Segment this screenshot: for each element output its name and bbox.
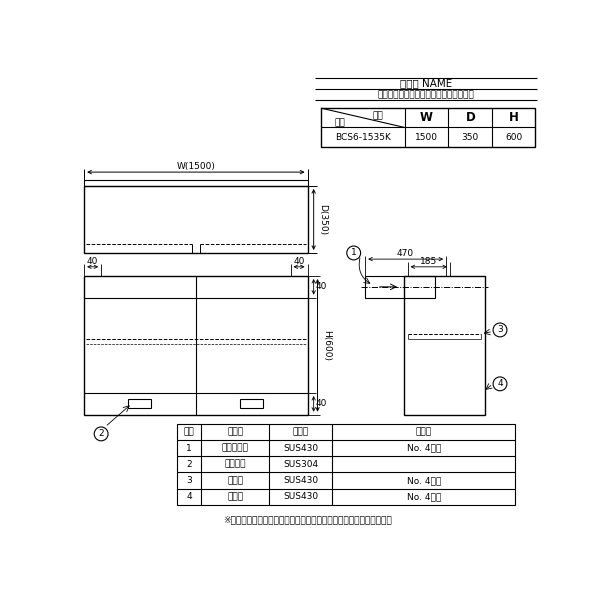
Bar — [84, 186, 308, 253]
Text: 品　名 NAME: 品 名 NAME — [400, 79, 452, 89]
Text: 185: 185 — [420, 257, 437, 266]
Text: 4: 4 — [186, 492, 192, 501]
Text: 引戸取手: 引戸取手 — [224, 460, 246, 469]
Bar — [84, 180, 308, 186]
Text: 40: 40 — [293, 257, 305, 266]
Text: 備　考: 備 考 — [416, 427, 432, 436]
Text: 1: 1 — [351, 248, 356, 257]
Text: 40: 40 — [87, 257, 98, 266]
Text: 本　体: 本 体 — [227, 492, 243, 501]
Text: No. 4仕上: No. 4仕上 — [407, 443, 441, 452]
Text: SUS430: SUS430 — [283, 443, 318, 452]
Bar — [404, 276, 485, 415]
Text: W: W — [420, 112, 433, 124]
Text: SUS304: SUS304 — [283, 460, 318, 469]
Text: 2: 2 — [98, 430, 104, 439]
Bar — [176, 424, 515, 505]
Text: BCS6-1535K: BCS6-1535K — [335, 133, 391, 142]
Text: SUS430: SUS430 — [283, 492, 318, 501]
Text: 3: 3 — [497, 325, 503, 334]
Text: 40: 40 — [316, 400, 327, 409]
Text: H(600): H(600) — [322, 330, 331, 361]
Text: ケンドン戸: ケンドン戸 — [221, 443, 248, 452]
Text: W(1500): W(1500) — [176, 162, 215, 171]
Bar — [240, 399, 263, 408]
Bar — [84, 276, 308, 415]
Bar — [322, 108, 535, 146]
Text: 3: 3 — [186, 476, 192, 485]
Text: No. 4仕上: No. 4仕上 — [407, 492, 441, 501]
Text: 40: 40 — [316, 283, 327, 292]
Text: 600: 600 — [505, 133, 523, 142]
Text: SUS430: SUS430 — [283, 476, 318, 485]
Text: 1: 1 — [186, 443, 192, 452]
Text: 470: 470 — [397, 249, 414, 258]
Bar — [365, 276, 434, 298]
Text: No. 4仕上: No. 4仕上 — [407, 476, 441, 485]
Text: 材　質: 材 質 — [293, 427, 308, 436]
Text: プリームシリーズ　吊戸棚　ケンドン戸: プリームシリーズ 吊戸棚 ケンドン戸 — [378, 91, 475, 100]
Text: 自在棚: 自在棚 — [227, 476, 243, 485]
Text: 350: 350 — [462, 133, 479, 142]
Text: D(350): D(350) — [319, 204, 328, 235]
Text: 寸法: 寸法 — [373, 111, 383, 120]
Text: D: D — [466, 112, 475, 124]
Text: 型式: 型式 — [334, 118, 345, 127]
Text: 4: 4 — [497, 379, 503, 388]
Bar — [128, 399, 151, 408]
Text: H: H — [509, 112, 519, 124]
Text: 品　名: 品 名 — [227, 427, 243, 436]
Text: ※　改善の為、仕様及び外観を予告なしに変更することがあります。: ※ 改善の為、仕様及び外観を予告なしに変更することがあります。 — [223, 515, 392, 524]
Text: 部番: 部番 — [184, 427, 194, 436]
Text: 2: 2 — [186, 460, 192, 469]
Text: 1500: 1500 — [415, 133, 438, 142]
